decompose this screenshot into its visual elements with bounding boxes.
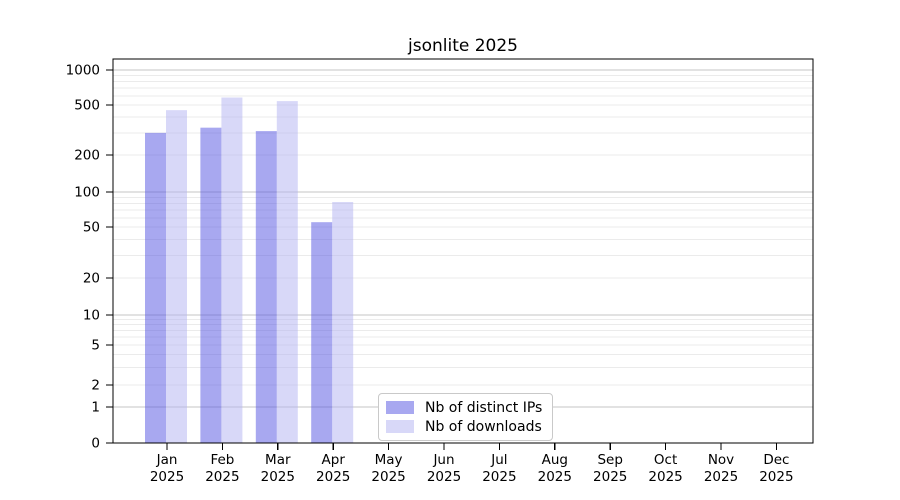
bar-downloads-feb [221, 97, 243, 444]
x-tick-label-month: May [375, 452, 403, 468]
x-tick-label-year: 2025 [704, 469, 738, 485]
x-tick-label-month: Sep [597, 452, 622, 468]
y-tick-label: 5 [91, 338, 100, 354]
y-tick-label: 50 [83, 220, 100, 236]
y-tick-label: 100 [74, 185, 100, 201]
x-tick-label-year: 2025 [316, 469, 350, 485]
x-tick-label-year: 2025 [538, 469, 572, 485]
legend-label-distinct-ips: Nb of distinct IPs [425, 399, 543, 416]
x-tick-label-year: 2025 [150, 469, 184, 485]
x-tick-label-month: Jun [432, 452, 454, 468]
y-tick-label: 10 [83, 308, 100, 324]
plot-frame [112, 58, 814, 444]
x-tick-label-year: 2025 [759, 469, 793, 485]
legend-label-downloads: Nb of downloads [425, 418, 542, 435]
x-tick-label-month: Jan [156, 452, 178, 468]
y-tick-label: 20 [83, 271, 100, 287]
x-tick-label-year: 2025 [482, 469, 516, 485]
y-tick-label: 2 [91, 378, 100, 394]
legend-swatch-distinct-ips [386, 401, 414, 414]
y-tick-label: 1000 [66, 63, 100, 79]
x-tick-label-year: 2025 [648, 469, 682, 485]
x-tick-label-year: 2025 [427, 469, 461, 485]
y-tick-label: 1 [91, 400, 100, 416]
x-tick-label-month: Apr [322, 452, 346, 468]
bar-distinct-ips-apr [311, 222, 333, 443]
y-tick-label: 200 [74, 148, 100, 164]
legend: Nb of distinct IPs Nb of downloads [378, 393, 554, 441]
legend-row-downloads: Nb of downloads [386, 417, 542, 436]
bar-distinct-ips-feb [200, 127, 222, 444]
x-tick-label-year: 2025 [205, 469, 239, 485]
x-tick-label-month: Nov [708, 452, 734, 468]
y-tick-label: 500 [74, 98, 100, 114]
x-tick-label-month: Mar [265, 452, 291, 468]
x-tick-label-month: Aug [542, 452, 568, 468]
x-tick-label-month: Dec [763, 452, 789, 468]
x-tick-label-month: Feb [210, 452, 234, 468]
x-tick-label-year: 2025 [371, 469, 405, 485]
bar-downloads-mar [276, 101, 298, 444]
bar-downloads-apr [332, 202, 354, 443]
legend-row-distinct-ips: Nb of distinct IPs [386, 398, 542, 417]
x-tick-label-month: Jul [490, 452, 507, 468]
x-tick-label-month: Oct [654, 452, 677, 468]
bar-downloads-jan [166, 110, 187, 443]
y-tick-label: 0 [91, 436, 100, 452]
chart-title: jsonlite 2025 [408, 36, 518, 56]
bar-distinct-ips-jan [145, 132, 166, 444]
bar-distinct-ips-mar [255, 131, 277, 443]
x-tick-label-year: 2025 [261, 469, 295, 485]
x-tick-label-year: 2025 [593, 469, 627, 485]
legend-swatch-downloads [386, 420, 414, 433]
